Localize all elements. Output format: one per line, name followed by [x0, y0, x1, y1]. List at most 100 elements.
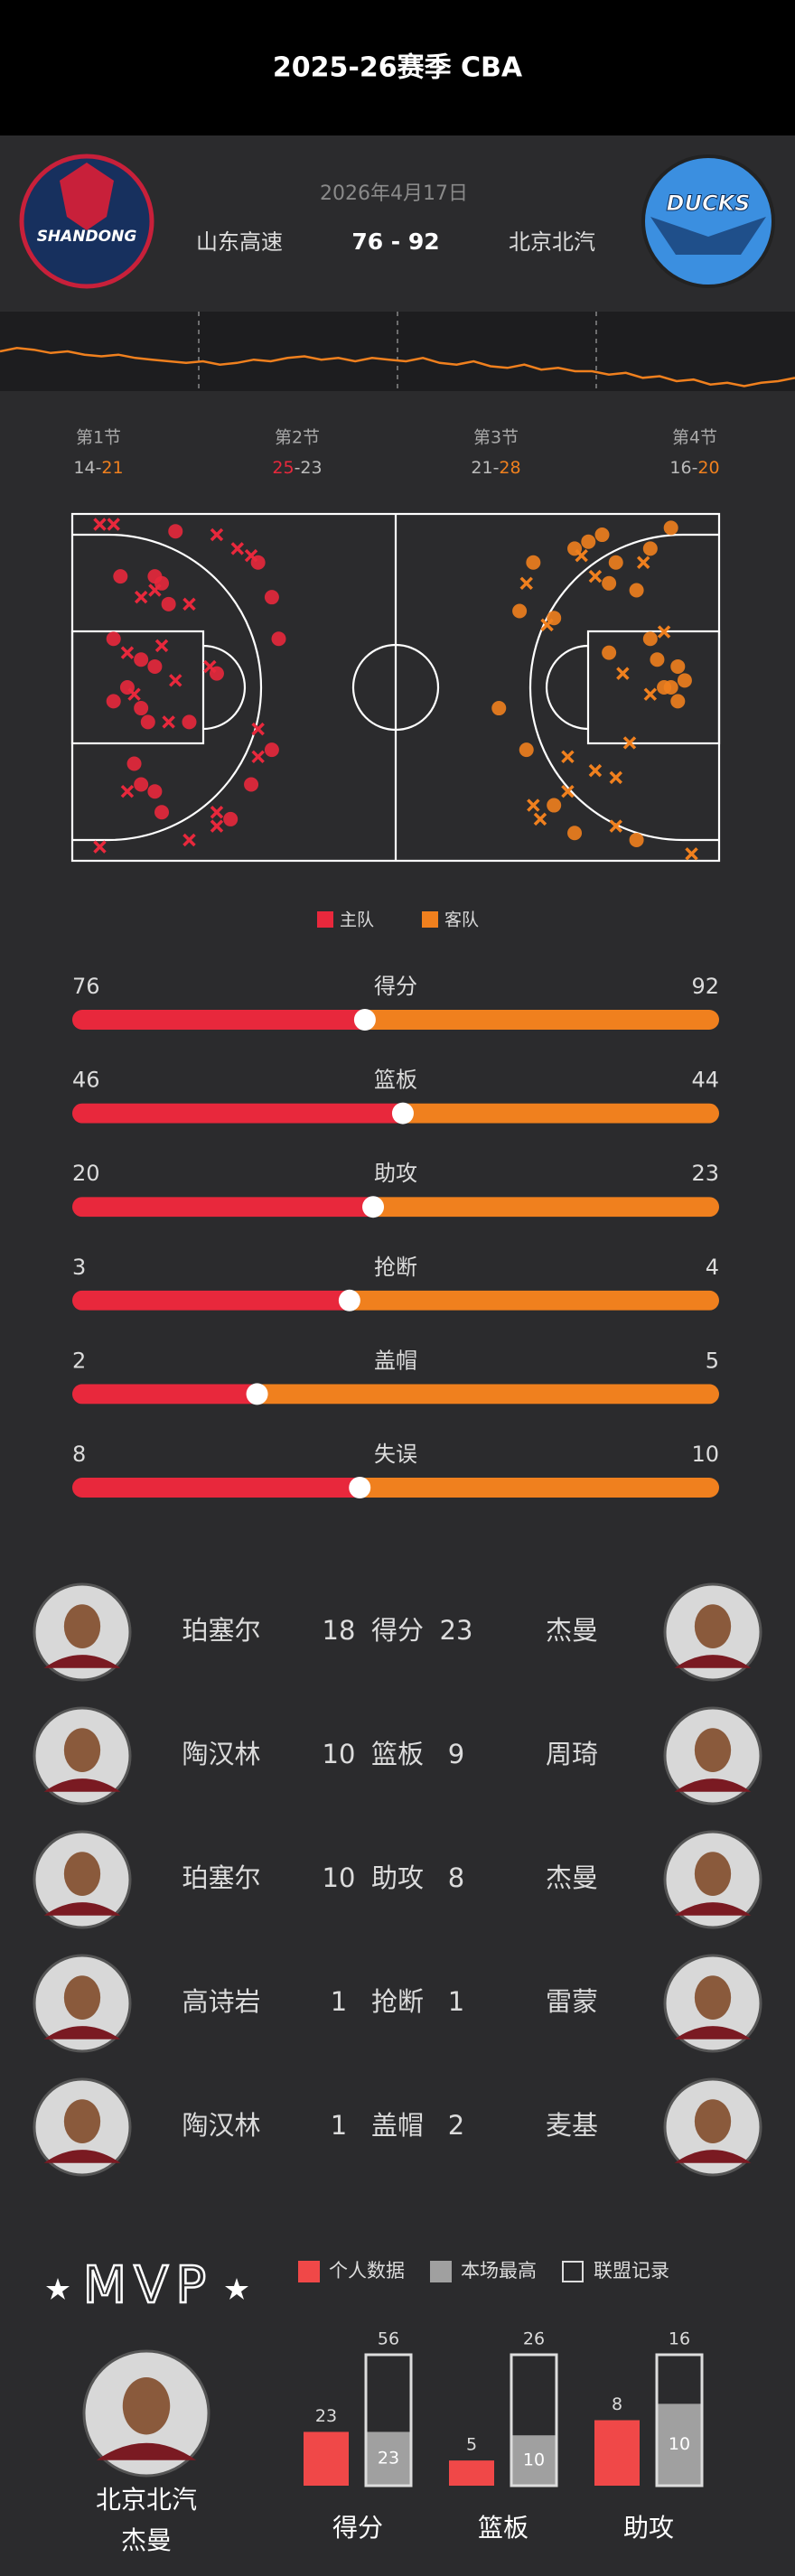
- avatar-body: [96, 2442, 197, 2460]
- away-player: 周琦: [546, 1739, 598, 1769]
- mvp-title: MVP: [83, 2256, 213, 2315]
- shot-missed: [251, 722, 265, 736]
- stat-home: 2: [72, 1348, 86, 1373]
- shot-missed: [107, 518, 120, 531]
- avatar-body: [43, 2026, 121, 2039]
- stat-away: 92: [691, 974, 719, 999]
- shot-made: [629, 583, 644, 598]
- shot-made: [134, 777, 149, 792]
- legend-swatch: [317, 911, 333, 928]
- bar-away: [360, 1478, 719, 1498]
- shot-made: [581, 534, 596, 549]
- avatar-head: [63, 1728, 101, 1773]
- shot-missed: [561, 750, 575, 764]
- quarter-score: 16-20: [669, 458, 719, 478]
- legend-swatch: [422, 911, 438, 928]
- mvp-name: 杰曼: [121, 2525, 172, 2555]
- shot-made: [147, 784, 163, 799]
- bar-home: [72, 1384, 257, 1405]
- shot-made: [526, 555, 541, 570]
- shot-missed: [154, 639, 169, 653]
- shot-made: [154, 575, 170, 591]
- personal-value: 8: [612, 2394, 622, 2414]
- shot-missed: [519, 576, 533, 591]
- bar-away: [364, 1010, 719, 1030]
- shot-missed: [575, 548, 588, 563]
- away-player: 杰曼: [546, 1862, 598, 1893]
- shot-missed: [527, 798, 540, 812]
- bar-knob: [391, 1102, 414, 1125]
- shot-missed: [588, 763, 603, 778]
- bar-home: [72, 1478, 360, 1498]
- leader-label: 助攻: [371, 1862, 424, 1893]
- avatar-body: [674, 2150, 752, 2163]
- stat-label: 得分: [374, 974, 417, 999]
- league-record-value: 26: [523, 2329, 545, 2349]
- home-value: 1: [331, 2110, 347, 2141]
- shot-made: [161, 596, 176, 611]
- shot-missed: [622, 736, 637, 750]
- mvp-stat-label: 得分: [332, 2513, 383, 2543]
- bar-away: [373, 1197, 719, 1218]
- stat-label: 篮板: [374, 1068, 417, 1093]
- avatar-head: [694, 1728, 732, 1773]
- avatar-body: [674, 1655, 752, 1668]
- stat-away: 5: [706, 1348, 719, 1373]
- quarter-label: 第3节: [473, 428, 519, 448]
- home-player: 珀塞尔: [182, 1862, 260, 1893]
- avatar-head: [694, 1975, 732, 2021]
- away-player: 雷蒙: [546, 1986, 598, 2017]
- game-high-bar: [511, 2435, 556, 2486]
- home-player: 陶汉林: [182, 2110, 260, 2141]
- shot-made: [663, 520, 678, 536]
- shot-made: [547, 611, 562, 626]
- stat-home: 20: [72, 1161, 100, 1186]
- bar-away: [402, 1103, 719, 1124]
- mvp-stat-label: 助攻: [623, 2513, 674, 2543]
- avatar-head: [694, 2099, 732, 2144]
- star: [46, 2278, 70, 2300]
- shot-made: [677, 673, 692, 688]
- shot-missed: [182, 597, 196, 611]
- stat-away: 4: [706, 1255, 719, 1280]
- shot-missed: [657, 625, 671, 639]
- leader-label: 盖帽: [371, 2110, 424, 2141]
- shot-made: [126, 756, 142, 771]
- shot-made: [642, 541, 658, 556]
- away-player: 杰曼: [546, 1615, 598, 1646]
- avatar-body: [43, 1778, 121, 1792]
- shot-made: [182, 714, 197, 730]
- home-logo-text: SHANDONG: [37, 228, 137, 246]
- shot-missed: [533, 812, 547, 826]
- shot-made: [134, 652, 149, 667]
- legend-text: 本场最高: [461, 2260, 537, 2282]
- stat-label: 助攻: [374, 1161, 417, 1186]
- quarter-label: 第1节: [76, 428, 121, 448]
- shot-made: [264, 742, 279, 758]
- stat-label: 抢断: [374, 1255, 417, 1280]
- stat-home: 76: [72, 974, 100, 999]
- shot-missed: [636, 555, 650, 569]
- avatar-head: [63, 1604, 101, 1649]
- legend-text: 客队: [444, 910, 479, 930]
- date: 2026年4月17日: [320, 182, 468, 205]
- legend-text: 联盟记录: [594, 2260, 669, 2282]
- away-value: 9: [448, 1739, 464, 1769]
- quarter-away: 20: [697, 458, 719, 478]
- shot-missed: [162, 715, 175, 729]
- legend-swatch: [298, 2261, 320, 2282]
- personal-value: 23: [315, 2406, 337, 2426]
- quarter-sep: -: [295, 458, 301, 478]
- stat-home: 3: [72, 1255, 86, 1280]
- avatar-body: [674, 1778, 752, 1792]
- legend-swatch: [562, 2261, 584, 2282]
- stat-home: 46: [72, 1068, 100, 1093]
- title: 2025-26赛季 CBA: [273, 52, 523, 84]
- shot-made: [106, 694, 121, 709]
- shot-missed: [251, 750, 265, 764]
- home-value: 1: [331, 1986, 347, 2017]
- quarter-sep: -: [96, 458, 102, 478]
- stat-away: 44: [691, 1068, 719, 1093]
- shot-made: [602, 575, 617, 591]
